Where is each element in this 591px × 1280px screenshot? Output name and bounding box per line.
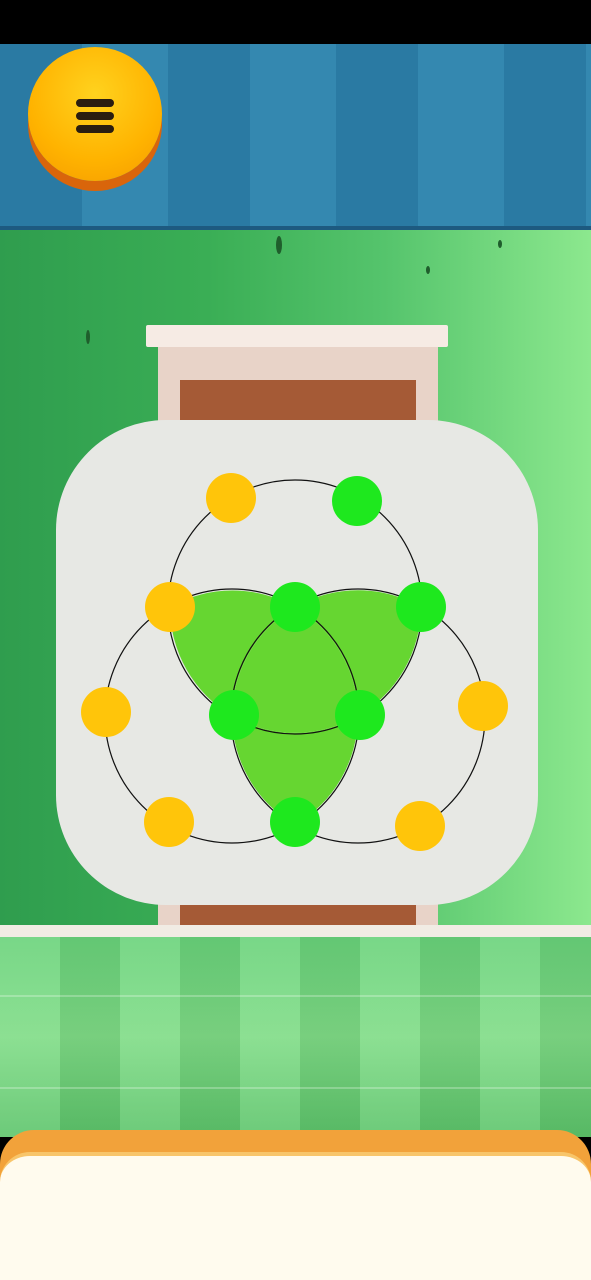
menu-button[interactable] <box>28 47 162 181</box>
node-bottom-left-yellow[interactable] <box>144 797 194 847</box>
hamburger-menu-icon <box>76 99 114 133</box>
wall-speck <box>276 236 282 254</box>
node-bottom-right-yellow[interactable] <box>395 801 445 851</box>
node-top-left-yellow[interactable] <box>206 473 256 523</box>
wall-speck <box>498 240 502 248</box>
door-top-trim <box>146 325 448 347</box>
wall-speck <box>86 330 90 344</box>
filled-regions <box>170 590 421 825</box>
status-bar <box>0 0 591 44</box>
node-right-yellow[interactable] <box>458 681 508 731</box>
node-upper-left-yellow[interactable] <box>145 582 195 632</box>
wall-speck <box>426 266 430 274</box>
puzzle-diagram <box>81 473 508 851</box>
node-center-left-green[interactable] <box>209 690 259 740</box>
node-top-right-green[interactable] <box>332 476 382 526</box>
node-bottom-center-green[interactable] <box>270 797 320 847</box>
checkered-floor <box>0 937 591 1137</box>
filled-region[interactable] <box>170 590 295 716</box>
node-center-right-green[interactable] <box>335 690 385 740</box>
filled-region[interactable] <box>295 590 421 716</box>
puzzle-board <box>56 420 538 905</box>
filled-region[interactable] <box>232 607 358 733</box>
bottom-panel-content <box>0 1152 591 1280</box>
node-left-yellow[interactable] <box>81 687 131 737</box>
baseboard <box>0 925 591 937</box>
filled-region[interactable] <box>232 716 358 825</box>
bottom-panel <box>0 1130 591 1280</box>
node-upper-center-green[interactable] <box>270 582 320 632</box>
node-upper-right-green[interactable] <box>396 582 446 632</box>
